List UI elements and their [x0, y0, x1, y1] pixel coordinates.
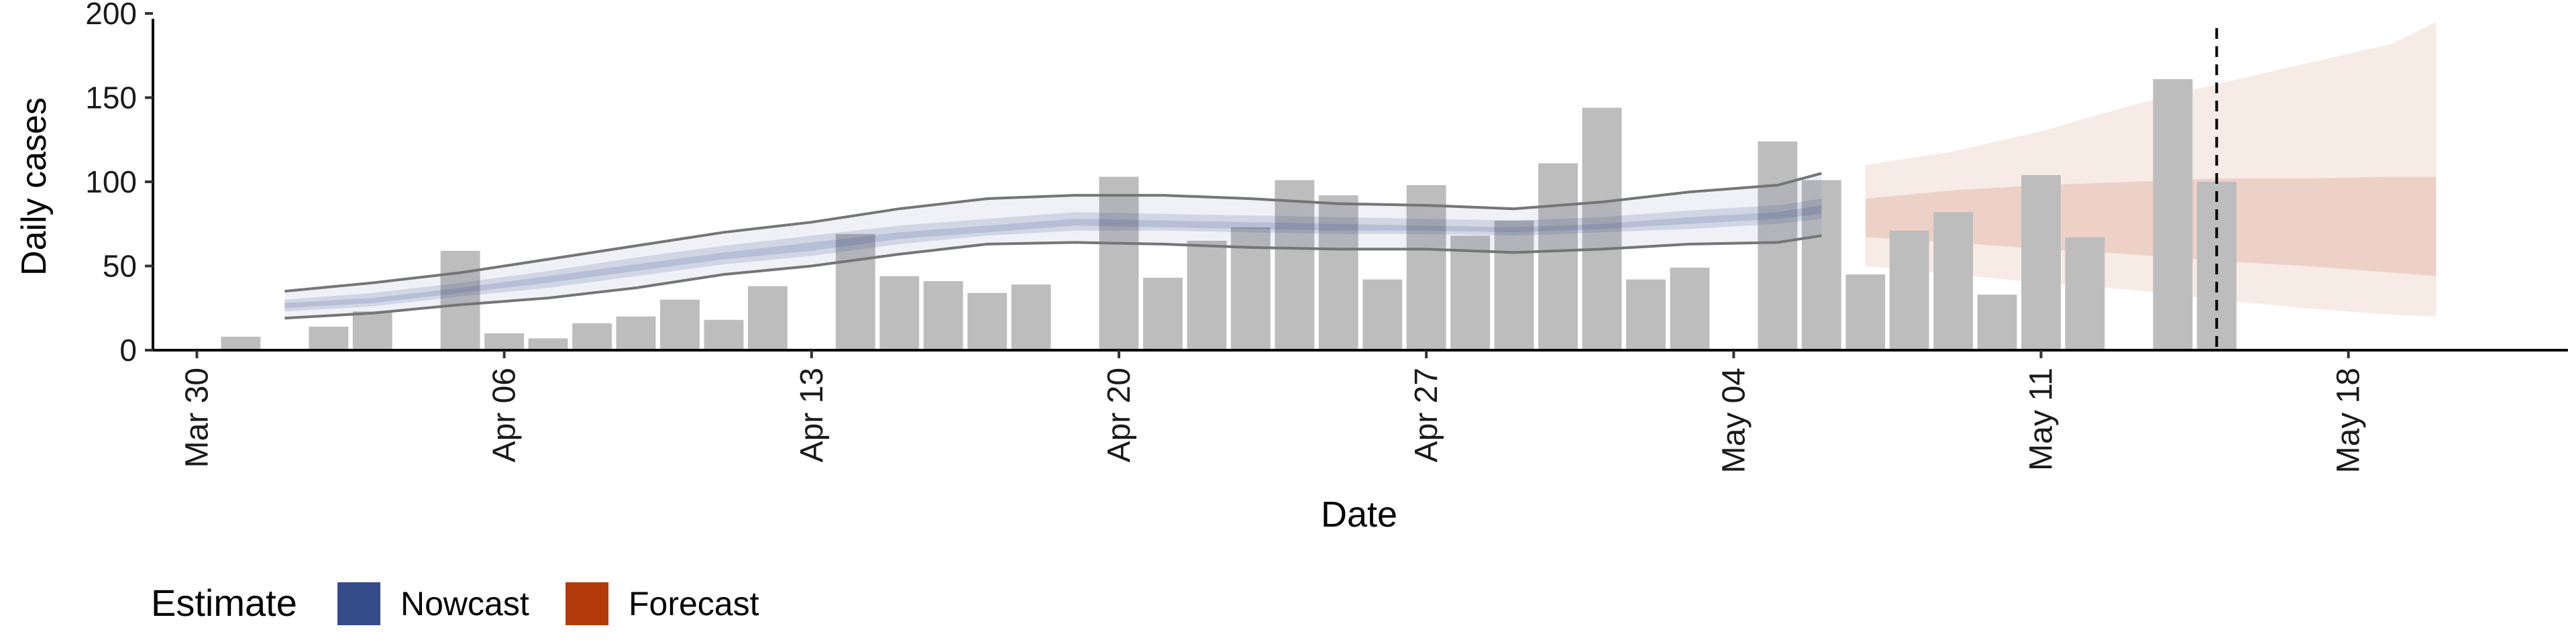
x-tick-label-2020-04-27: Apr 27: [1409, 368, 1444, 462]
bar-2020-04-02: [309, 326, 349, 350]
bar-2020-05-11: [2021, 175, 2061, 350]
bar-2020-04-20: [1099, 176, 1139, 350]
bar-2020-04-07: [528, 338, 568, 350]
bar-2020-04-26: [1362, 279, 1403, 350]
x-tick-label-2020-05-04: May 04: [1716, 368, 1752, 473]
bar-2020-04-09: [616, 316, 656, 350]
nowcast-upper-line: [284, 172, 1822, 293]
nowcast-lower-line: [284, 234, 1822, 320]
bar-2020-04-21: [1143, 278, 1183, 350]
y-tick-label-100: 100: [85, 164, 137, 199]
y-axis-title: Daily cases: [15, 97, 54, 276]
x-axis-title: Date: [1321, 494, 1397, 535]
bar-2020-05-09: [1933, 212, 1974, 350]
y-tick-label-200: 200: [85, 0, 137, 31]
nowcast-band-20: [284, 205, 1822, 309]
bar-2020-03-31: [221, 336, 261, 350]
bar-2020-05-10: [1977, 294, 2017, 350]
bar-2020-04-27: [1406, 185, 1446, 350]
legend-title: Estimate: [151, 582, 297, 624]
nowcast-band-50: [284, 199, 1822, 312]
x-tick-label-2020-04-20: Apr 20: [1102, 368, 1137, 462]
x-tick-label-2020-05-11: May 11: [2024, 368, 2059, 471]
y-tick-label-50: 50: [103, 249, 137, 284]
bar-2020-04-15: [879, 276, 920, 350]
bar-2020-05-02: [1626, 279, 1666, 350]
y-tick-label-150: 150: [85, 80, 137, 115]
bar-2020-04-03: [352, 311, 392, 350]
bar-2020-04-29: [1494, 220, 1534, 350]
bar-2020-04-10: [660, 299, 700, 350]
legend-key-nowcast: [337, 582, 380, 625]
x-tick-label-2020-03-30: Mar 30: [180, 368, 215, 468]
bar-2020-05-14: [2153, 78, 2193, 351]
nowcast-outline: [284, 172, 1822, 320]
bar-2020-05-03: [1670, 268, 1710, 350]
bar-2020-05-05: [1758, 141, 1798, 351]
bar-2020-04-25: [1318, 195, 1358, 350]
bar-2020-04-30: [1538, 163, 1578, 350]
bar-2020-04-14: [835, 233, 875, 350]
bar-2020-04-24: [1275, 180, 1315, 350]
bar-2020-05-01: [1582, 107, 1622, 350]
x-tick-label-2020-05-18: May 18: [2331, 368, 2367, 473]
bar-2020-04-05: [440, 250, 480, 350]
bar-2020-04-08: [572, 323, 612, 350]
legend-label-forecast: Forecast: [629, 585, 759, 623]
x-tick-label-2020-04-06: Apr 06: [487, 368, 523, 462]
x-tick-label-2020-04-13: Apr 13: [794, 368, 830, 462]
forecast-band-50: [1865, 176, 2436, 276]
bar-2020-05-07: [1845, 274, 1886, 350]
axes: 0 50 100 150 200 Mar 30 Apr 06 Apr 13 Apr 20 Apr …: [85, 0, 2568, 473]
y-tick-label-0: 0: [119, 333, 137, 368]
legend-label-nowcast: Nowcast: [400, 585, 529, 623]
bar-2020-04-16: [923, 281, 963, 350]
bar-2020-05-12: [2065, 237, 2105, 350]
bar-2020-04-22: [1187, 240, 1227, 350]
forecast-band-90: [1865, 21, 2436, 317]
bar-2020-04-11: [704, 319, 744, 350]
legend-key-forecast: [566, 582, 608, 625]
bar-2020-04-18: [1011, 284, 1051, 350]
legend: Estimate Nowcast Forecast: [151, 582, 759, 625]
bar-2020-05-06: [1801, 180, 1841, 350]
estimate-bands: [1865, 21, 2436, 317]
bar-2020-05-08: [1889, 230, 1929, 350]
bar-2020-04-06: [484, 333, 525, 350]
case-bars: [221, 78, 2237, 351]
bar-2020-04-12: [747, 286, 788, 350]
bar-2020-04-28: [1450, 235, 1491, 350]
bar-2020-04-17: [967, 292, 1008, 350]
